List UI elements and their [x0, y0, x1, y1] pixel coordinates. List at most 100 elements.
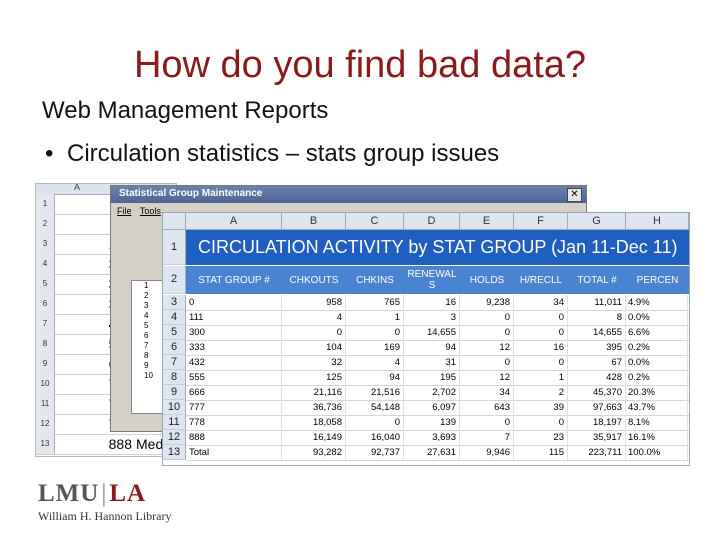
table-cell[interactable]: 111 [186, 310, 282, 325]
menu-file[interactable]: File [117, 206, 132, 216]
report-header-cell[interactable]: CHKINS [356, 274, 394, 286]
table-cell[interactable]: 27,631 [404, 445, 460, 460]
table-cell[interactable]: 0 [514, 415, 568, 430]
report-header-cell[interactable]: H/RECLL [519, 274, 563, 286]
table-cell[interactable]: 97,663 [568, 400, 626, 415]
table-cell[interactable]: 666 [186, 385, 282, 400]
table-cell[interactable]: 94 [346, 370, 404, 385]
table-cell[interactable]: 2,702 [404, 385, 460, 400]
table-cell[interactable]: 0 [460, 415, 514, 430]
column-header[interactable]: F [514, 213, 568, 230]
report-header-cell[interactable]: CHKOUTS [289, 274, 339, 286]
table-cell[interactable]: Total [186, 445, 282, 460]
table-cell[interactable]: 14,655 [404, 325, 460, 340]
close-icon[interactable]: ✕ [567, 188, 582, 202]
table-cell[interactable]: 888 [186, 430, 282, 445]
table-cell[interactable]: 4.9% [626, 295, 688, 310]
table-cell[interactable]: 765 [346, 295, 404, 310]
table-cell[interactable]: 35,917 [568, 430, 626, 445]
row-number[interactable]: 8 [163, 370, 186, 385]
report-header-cell[interactable]: HOLDS [469, 274, 505, 286]
table-cell[interactable]: 16.1% [626, 430, 688, 445]
table-cell[interactable]: 428 [568, 370, 626, 385]
row-number[interactable]: 12 [36, 414, 55, 434]
table-cell[interactable]: 0.2% [626, 340, 688, 355]
list-item[interactable]: 10 [144, 371, 153, 380]
table-cell[interactable]: 100.0% [626, 445, 688, 460]
row-number[interactable]: 13 [36, 434, 55, 454]
table-cell[interactable]: 0 [514, 310, 568, 325]
table-cell[interactable]: 8.1% [626, 415, 688, 430]
table-cell[interactable]: 4 [282, 310, 346, 325]
table-cell[interactable]: 12 [460, 340, 514, 355]
table-cell[interactable]: 14,655 [568, 325, 626, 340]
table-cell[interactable]: 643 [460, 400, 514, 415]
list-item[interactable]: 1 [144, 281, 149, 290]
table-cell[interactable]: 0 [346, 415, 404, 430]
table-cell[interactable]: 0 [514, 355, 568, 370]
table-cell[interactable]: 0 [514, 325, 568, 340]
row-number[interactable]: 3 [36, 234, 55, 254]
table-cell[interactable]: 21,516 [346, 385, 404, 400]
table-cell[interactable]: 0.0% [626, 355, 688, 370]
table-cell[interactable]: 43.7% [626, 400, 688, 415]
row-number[interactable]: 2 [163, 266, 186, 294]
table-cell[interactable]: 8 [568, 310, 626, 325]
row-number[interactable]: 2 [36, 214, 55, 234]
report-header-cell[interactable]: STAT GROUP # [198, 274, 270, 286]
column-header[interactable]: C [346, 213, 404, 230]
row-number[interactable]: 1 [36, 194, 55, 214]
list-item[interactable]: 9 [144, 361, 149, 370]
table-cell[interactable]: 45,370 [568, 385, 626, 400]
table-cell[interactable]: 31 [404, 355, 460, 370]
table-cell[interactable]: 16 [514, 340, 568, 355]
table-cell[interactable]: 32 [282, 355, 346, 370]
row-number[interactable]: 11 [36, 394, 55, 414]
list-item[interactable]: 6 [144, 331, 149, 340]
row-number[interactable]: 11 [163, 415, 186, 430]
table-cell[interactable]: 3 [404, 310, 460, 325]
table-cell[interactable]: 16 [404, 295, 460, 310]
table-cell[interactable]: 16,040 [346, 430, 404, 445]
table-cell[interactable]: 18,058 [282, 415, 346, 430]
row-number[interactable]: 7 [36, 314, 55, 334]
list-item[interactable]: 4 [144, 311, 149, 320]
row-number[interactable]: 5 [36, 274, 55, 294]
table-cell[interactable]: 0 [346, 325, 404, 340]
table-cell[interactable]: 67 [568, 355, 626, 370]
table-cell[interactable]: 20.3% [626, 385, 688, 400]
table-cell[interactable]: 0.0% [626, 310, 688, 325]
table-cell[interactable]: 39 [514, 400, 568, 415]
report-header-cell[interactable]: PERCEN [636, 274, 679, 286]
table-cell[interactable]: 195 [404, 370, 460, 385]
table-cell[interactable]: 0 [186, 295, 282, 310]
table-cell[interactable]: 0 [460, 355, 514, 370]
table-cell[interactable]: 555 [186, 370, 282, 385]
row-number[interactable]: 4 [36, 254, 55, 274]
table-cell[interactable]: 54,148 [346, 400, 404, 415]
row-number[interactable]: 6 [163, 340, 186, 355]
table-cell[interactable]: 9,238 [460, 295, 514, 310]
list-item[interactable]: 3 [144, 301, 149, 310]
table-cell[interactable]: 778 [186, 415, 282, 430]
table-cell[interactable]: 1 [346, 310, 404, 325]
column-header[interactable]: E [460, 213, 514, 230]
column-header[interactable]: D [404, 213, 460, 230]
table-cell[interactable]: 104 [282, 340, 346, 355]
table-cell[interactable]: 12 [460, 370, 514, 385]
table-cell[interactable]: 6.6% [626, 325, 688, 340]
row-number[interactable]: 3 [163, 295, 186, 310]
table-cell[interactable]: 958 [282, 295, 346, 310]
report-header-cell[interactable]: TOTAL # [577, 274, 617, 286]
list-item[interactable]: 2 [144, 291, 149, 300]
table-cell[interactable]: 169 [346, 340, 404, 355]
table-cell[interactable]: 34 [514, 295, 568, 310]
row-number[interactable]: 10 [163, 400, 186, 415]
table-cell[interactable]: 115 [514, 445, 568, 460]
dialog-title-bar[interactable]: Statistical Group Maintenance ✕ [111, 186, 586, 203]
row-number[interactable]: 10 [36, 374, 55, 394]
column-header[interactable]: H [626, 213, 689, 230]
row-number[interactable]: 1 [163, 230, 186, 265]
report-header-cell[interactable]: RENEWAL S [407, 269, 457, 291]
corner-cell[interactable] [163, 213, 186, 230]
